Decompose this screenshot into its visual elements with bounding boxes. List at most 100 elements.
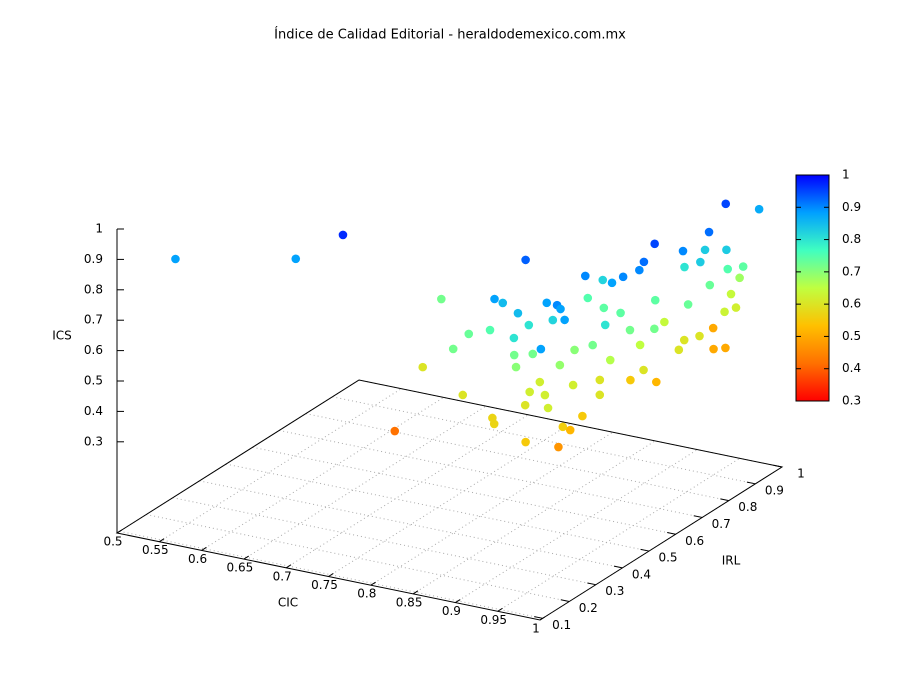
- point: [588, 340, 598, 350]
- x-tick: [328, 573, 334, 577]
- z-tick-label: 0.7: [84, 313, 103, 327]
- point: [635, 340, 645, 350]
- colorbar-tick-label: 0.6: [842, 297, 861, 311]
- x-tick: [159, 538, 165, 543]
- z-tick-label: 0.9: [84, 252, 103, 266]
- point: [705, 280, 715, 290]
- x-tick-label: 0.7: [273, 569, 292, 583]
- point: [555, 360, 565, 370]
- point: [521, 437, 530, 447]
- point: [489, 419, 499, 429]
- point: [680, 262, 689, 272]
- point: [554, 442, 563, 452]
- y-tick-label: 0.5: [658, 551, 677, 565]
- x-tick: [497, 607, 503, 612]
- z-tick-label: 0.4: [84, 404, 103, 418]
- y-tick-label: 0.6: [685, 534, 704, 548]
- x-tick: [116, 529, 123, 534]
- point: [535, 377, 545, 387]
- x-tick: [243, 555, 250, 560]
- colorbar-tick-label: 0.3: [842, 394, 861, 408]
- x-tick: [455, 599, 461, 604]
- z-axis-label: ICS: [52, 329, 72, 343]
- x-axis-label: CIC: [278, 596, 298, 610]
- point: [520, 400, 530, 410]
- point: [171, 254, 180, 264]
- x-tick-label: 0.9: [442, 604, 461, 618]
- y-tick: [773, 464, 783, 468]
- point: [524, 320, 534, 330]
- x-tick: [285, 564, 292, 569]
- point: [696, 257, 705, 267]
- point: [570, 345, 579, 355]
- point: [418, 362, 428, 372]
- point: [595, 375, 605, 385]
- point: [650, 239, 659, 249]
- point: [390, 426, 400, 436]
- point: [464, 329, 474, 339]
- point: [683, 300, 693, 309]
- point: [726, 289, 736, 299]
- y-tick: [560, 599, 570, 602]
- point: [674, 345, 684, 355]
- x-tick-label: 0.65: [227, 561, 254, 575]
- point: [556, 304, 565, 314]
- point: [616, 308, 625, 318]
- point: [595, 390, 605, 400]
- point: [709, 344, 718, 354]
- y-axis-label: IRL: [722, 554, 741, 568]
- point: [548, 315, 558, 325]
- point: [558, 422, 568, 432]
- point: [598, 275, 608, 285]
- point: [498, 298, 508, 308]
- y-tick-label: 0.7: [712, 517, 731, 531]
- point: [731, 303, 741, 312]
- point: [458, 390, 468, 400]
- point: [338, 230, 348, 240]
- point: [600, 320, 610, 330]
- y-tick: [720, 498, 729, 502]
- point: [599, 303, 609, 313]
- y-tick: [640, 548, 650, 552]
- point: [723, 264, 733, 274]
- point: [639, 257, 649, 267]
- point: [695, 331, 704, 341]
- point: [578, 411, 587, 421]
- y-tick: [693, 515, 703, 518]
- y-tick-label: 0.1: [552, 618, 571, 632]
- point: [754, 204, 764, 214]
- point: [583, 293, 593, 303]
- point: [490, 294, 499, 304]
- y-tick-label: 0.4: [632, 567, 651, 581]
- point: [738, 262, 748, 271]
- colorbar-tick-label: 0.7: [842, 264, 861, 278]
- point: [722, 245, 731, 255]
- point: [511, 362, 521, 372]
- x-tick-label: 0.95: [480, 613, 507, 627]
- point: [540, 390, 550, 400]
- y-tick-label: 0.3: [605, 584, 624, 598]
- y-tick: [667, 532, 676, 535]
- point: [650, 295, 660, 305]
- colorbar-tick-label: 1: [842, 168, 850, 182]
- x-tick-label: 0.85: [396, 595, 423, 609]
- z-tick-label: 0.3: [84, 434, 103, 448]
- point: [542, 298, 552, 308]
- point: [650, 324, 659, 334]
- colorbar-tick-label: 0.4: [842, 361, 861, 375]
- point: [708, 323, 718, 333]
- x-tick-label: 0.75: [311, 578, 338, 592]
- point: [448, 344, 458, 354]
- chart-title: Índice de Calidad Editorial - heraldodem…: [274, 27, 626, 43]
- z-tick-label: 1: [95, 222, 103, 236]
- y-tick: [534, 616, 543, 619]
- x-tick-label: 0.55: [142, 543, 169, 557]
- colorbar: [795, 174, 830, 402]
- point: [565, 425, 575, 435]
- point: [521, 255, 530, 265]
- point: [525, 387, 534, 397]
- colorbar-tick-label: 0.5: [842, 329, 861, 343]
- point: [580, 271, 590, 281]
